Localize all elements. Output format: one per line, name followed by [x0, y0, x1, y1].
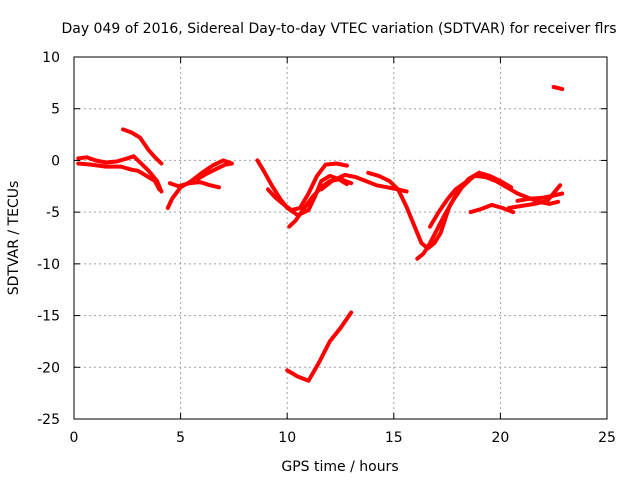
x-tick-label: 10	[278, 430, 296, 446]
series-arc-11	[366, 170, 514, 251]
series-arc-5	[167, 180, 221, 190]
series-arc-19	[551, 85, 565, 92]
series-arc-6	[195, 161, 234, 181]
chart-title: Day 049 of 2016, Sidereal Day-to-day VTE…	[61, 21, 616, 37]
y-tick-label: -15	[37, 309, 60, 325]
axis-ticks: 0 5 10 15 20 25 10 5 0 -5 -10 -15 -20 -25	[37, 50, 616, 446]
x-tick-label: 20	[491, 430, 509, 446]
series-arc-18	[285, 310, 354, 383]
series-arc-12	[415, 170, 482, 261]
series-arc-9	[287, 177, 354, 229]
x-tick-label: 25	[598, 430, 616, 446]
x-tick-label: 5	[176, 430, 185, 446]
y-axis-label: SDTVAR / TECUs	[6, 181, 22, 296]
series-arc-15	[515, 191, 565, 203]
series-arc-1	[76, 154, 164, 194]
series-arc-4	[165, 158, 234, 210]
series-arc-13	[428, 181, 467, 229]
series-arc-8	[266, 161, 349, 213]
series-arc-2	[76, 161, 162, 192]
y-tick-label: -10	[37, 257, 60, 273]
series-arc-16	[506, 183, 563, 210]
data-series	[76, 85, 565, 383]
x-axis-label: GPS time / hours	[281, 459, 398, 475]
x-tick-label: 15	[385, 430, 403, 446]
series-arc-3	[121, 127, 164, 166]
y-tick-label: -25	[37, 412, 60, 428]
plot-frame	[73, 56, 608, 420]
grid	[74, 57, 607, 419]
x-tick-label: 0	[70, 430, 79, 446]
y-tick-label: 5	[51, 102, 60, 118]
y-tick-label: -5	[46, 205, 60, 221]
y-tick-label: 10	[42, 50, 60, 66]
y-tick-label: -20	[37, 360, 60, 376]
y-tick-label: 0	[51, 153, 60, 169]
series-arc-17	[468, 202, 516, 215]
